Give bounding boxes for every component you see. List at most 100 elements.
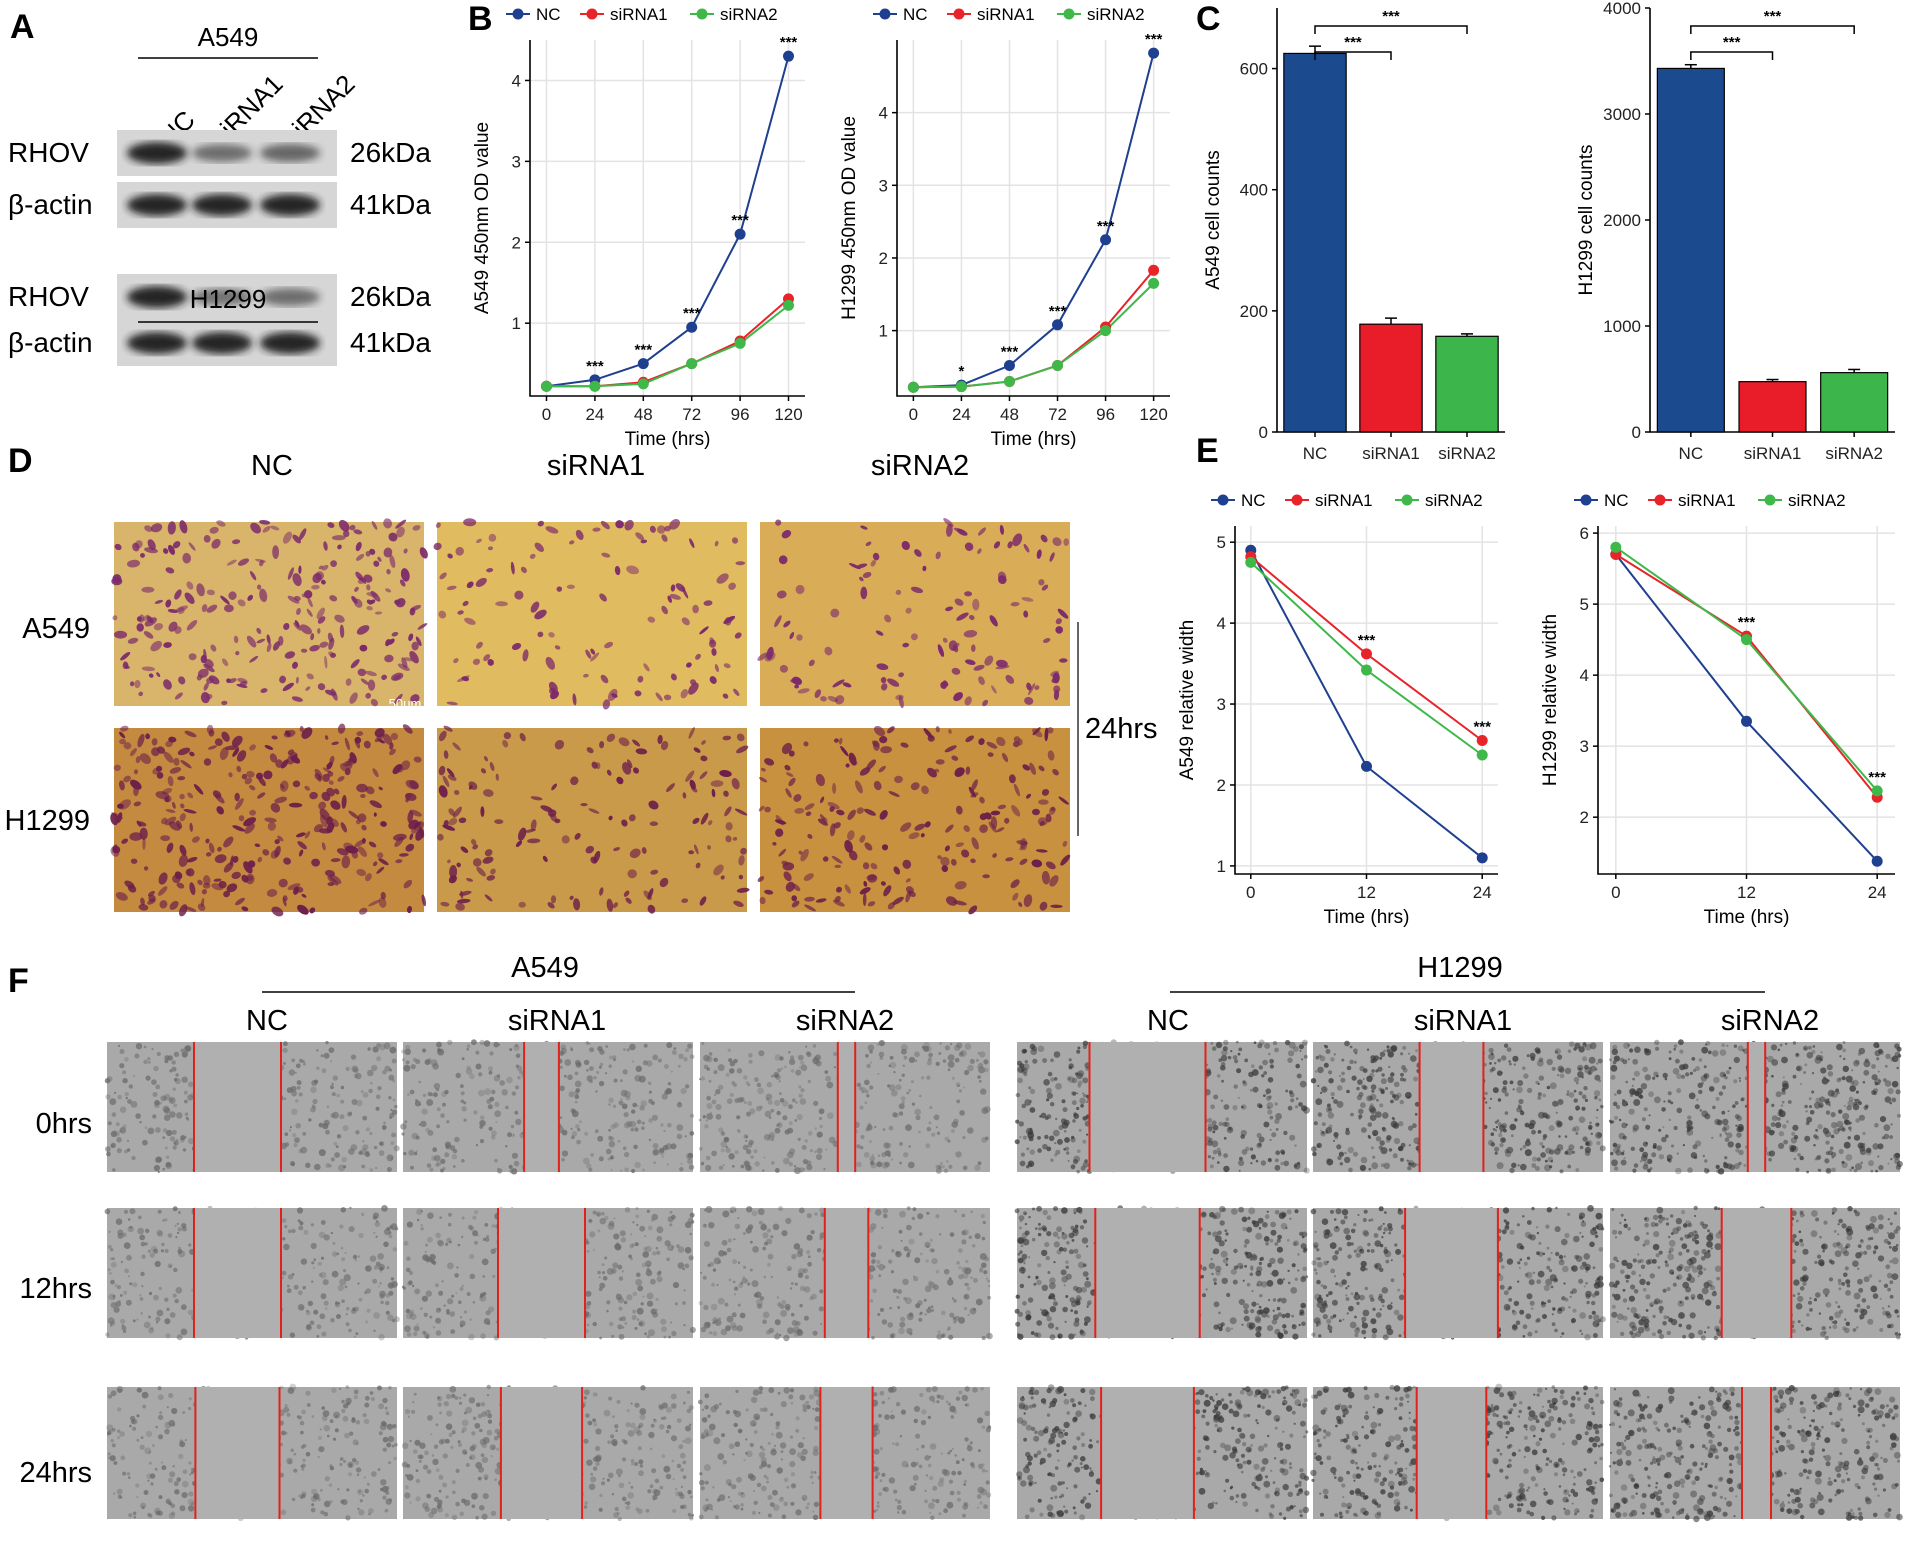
cell bbox=[457, 1440, 461, 1444]
cell bbox=[686, 662, 692, 668]
cell bbox=[364, 1291, 368, 1295]
cell bbox=[827, 802, 840, 810]
cell bbox=[487, 1104, 493, 1110]
cell bbox=[616, 1399, 621, 1404]
cell bbox=[891, 1249, 895, 1253]
cell bbox=[110, 1439, 114, 1443]
cell bbox=[495, 1121, 498, 1124]
cell bbox=[132, 1074, 136, 1078]
cell bbox=[418, 1459, 422, 1463]
cell bbox=[505, 1144, 508, 1148]
cell bbox=[299, 725, 304, 732]
cell bbox=[471, 1431, 476, 1436]
cell bbox=[478, 1072, 483, 1077]
cell bbox=[775, 1431, 783, 1439]
cell bbox=[743, 1075, 748, 1080]
cell bbox=[489, 1051, 494, 1056]
cell bbox=[771, 1138, 775, 1142]
cell bbox=[640, 1385, 646, 1391]
cell bbox=[869, 1299, 874, 1303]
cell bbox=[675, 1491, 681, 1497]
cell bbox=[951, 1470, 957, 1476]
cell bbox=[970, 644, 976, 652]
cell bbox=[871, 1335, 875, 1340]
cell bbox=[600, 1211, 605, 1216]
cell bbox=[334, 788, 340, 795]
cell bbox=[471, 1504, 476, 1508]
cell bbox=[141, 1254, 146, 1259]
cell bbox=[623, 1151, 630, 1158]
cell bbox=[572, 693, 577, 706]
cell bbox=[1053, 689, 1060, 701]
cell bbox=[816, 1147, 823, 1154]
cell bbox=[805, 1400, 809, 1405]
cell bbox=[144, 1126, 148, 1130]
cell bbox=[362, 1494, 365, 1497]
cell bbox=[712, 1268, 717, 1272]
cell bbox=[623, 1300, 628, 1305]
cell bbox=[789, 632, 795, 640]
cell bbox=[469, 1073, 475, 1080]
cell bbox=[226, 559, 237, 566]
cell bbox=[461, 1498, 466, 1504]
cell bbox=[914, 1257, 921, 1264]
cell bbox=[798, 1085, 802, 1089]
f-column-label: NC bbox=[246, 1005, 288, 1037]
cell bbox=[684, 1135, 687, 1138]
cell bbox=[590, 652, 600, 662]
cell bbox=[306, 1403, 311, 1407]
cell bbox=[770, 1449, 777, 1456]
cell bbox=[359, 644, 368, 652]
cell bbox=[403, 1064, 411, 1072]
cell bbox=[613, 1078, 618, 1083]
cell bbox=[407, 810, 414, 823]
cell bbox=[169, 900, 179, 910]
cell bbox=[937, 1330, 941, 1334]
cell bbox=[660, 1318, 667, 1325]
cell bbox=[1264, 1042, 1271, 1049]
cell bbox=[750, 1240, 753, 1244]
cell bbox=[357, 1255, 360, 1258]
cell bbox=[337, 1284, 344, 1292]
cell bbox=[985, 1277, 989, 1280]
cell bbox=[493, 1435, 499, 1441]
cell bbox=[554, 645, 561, 650]
cell bbox=[356, 553, 365, 561]
cell bbox=[476, 866, 486, 877]
cell bbox=[418, 1080, 422, 1084]
cell bbox=[699, 1472, 703, 1476]
cell bbox=[344, 737, 350, 751]
cell bbox=[820, 1322, 823, 1326]
cell bbox=[172, 1206, 178, 1212]
cell bbox=[951, 1129, 955, 1133]
cell bbox=[560, 1044, 567, 1050]
cell bbox=[948, 1164, 953, 1169]
cell bbox=[618, 1333, 625, 1340]
cell bbox=[318, 801, 327, 810]
cell bbox=[1211, 1046, 1217, 1051]
blot-cell-a549: A549 bbox=[198, 22, 259, 52]
cell bbox=[585, 1290, 592, 1297]
cell bbox=[228, 591, 237, 600]
cell bbox=[147, 1057, 151, 1061]
cell bbox=[567, 1074, 573, 1081]
cell bbox=[271, 906, 284, 917]
cell bbox=[931, 1258, 938, 1265]
cell bbox=[666, 1042, 673, 1049]
cell bbox=[958, 1274, 964, 1280]
cell bbox=[802, 1403, 807, 1409]
cell bbox=[135, 1113, 141, 1119]
cell bbox=[1042, 1143, 1048, 1150]
cell bbox=[906, 1224, 912, 1231]
cell bbox=[929, 1511, 932, 1514]
cell bbox=[812, 1044, 817, 1048]
cell bbox=[180, 760, 192, 769]
cell bbox=[783, 620, 791, 628]
cell bbox=[794, 1119, 798, 1122]
cell bbox=[127, 1218, 131, 1221]
cell bbox=[176, 1231, 180, 1235]
cell bbox=[138, 904, 149, 911]
cell bbox=[663, 1465, 671, 1473]
cell bbox=[910, 633, 918, 641]
cell bbox=[663, 1335, 667, 1339]
